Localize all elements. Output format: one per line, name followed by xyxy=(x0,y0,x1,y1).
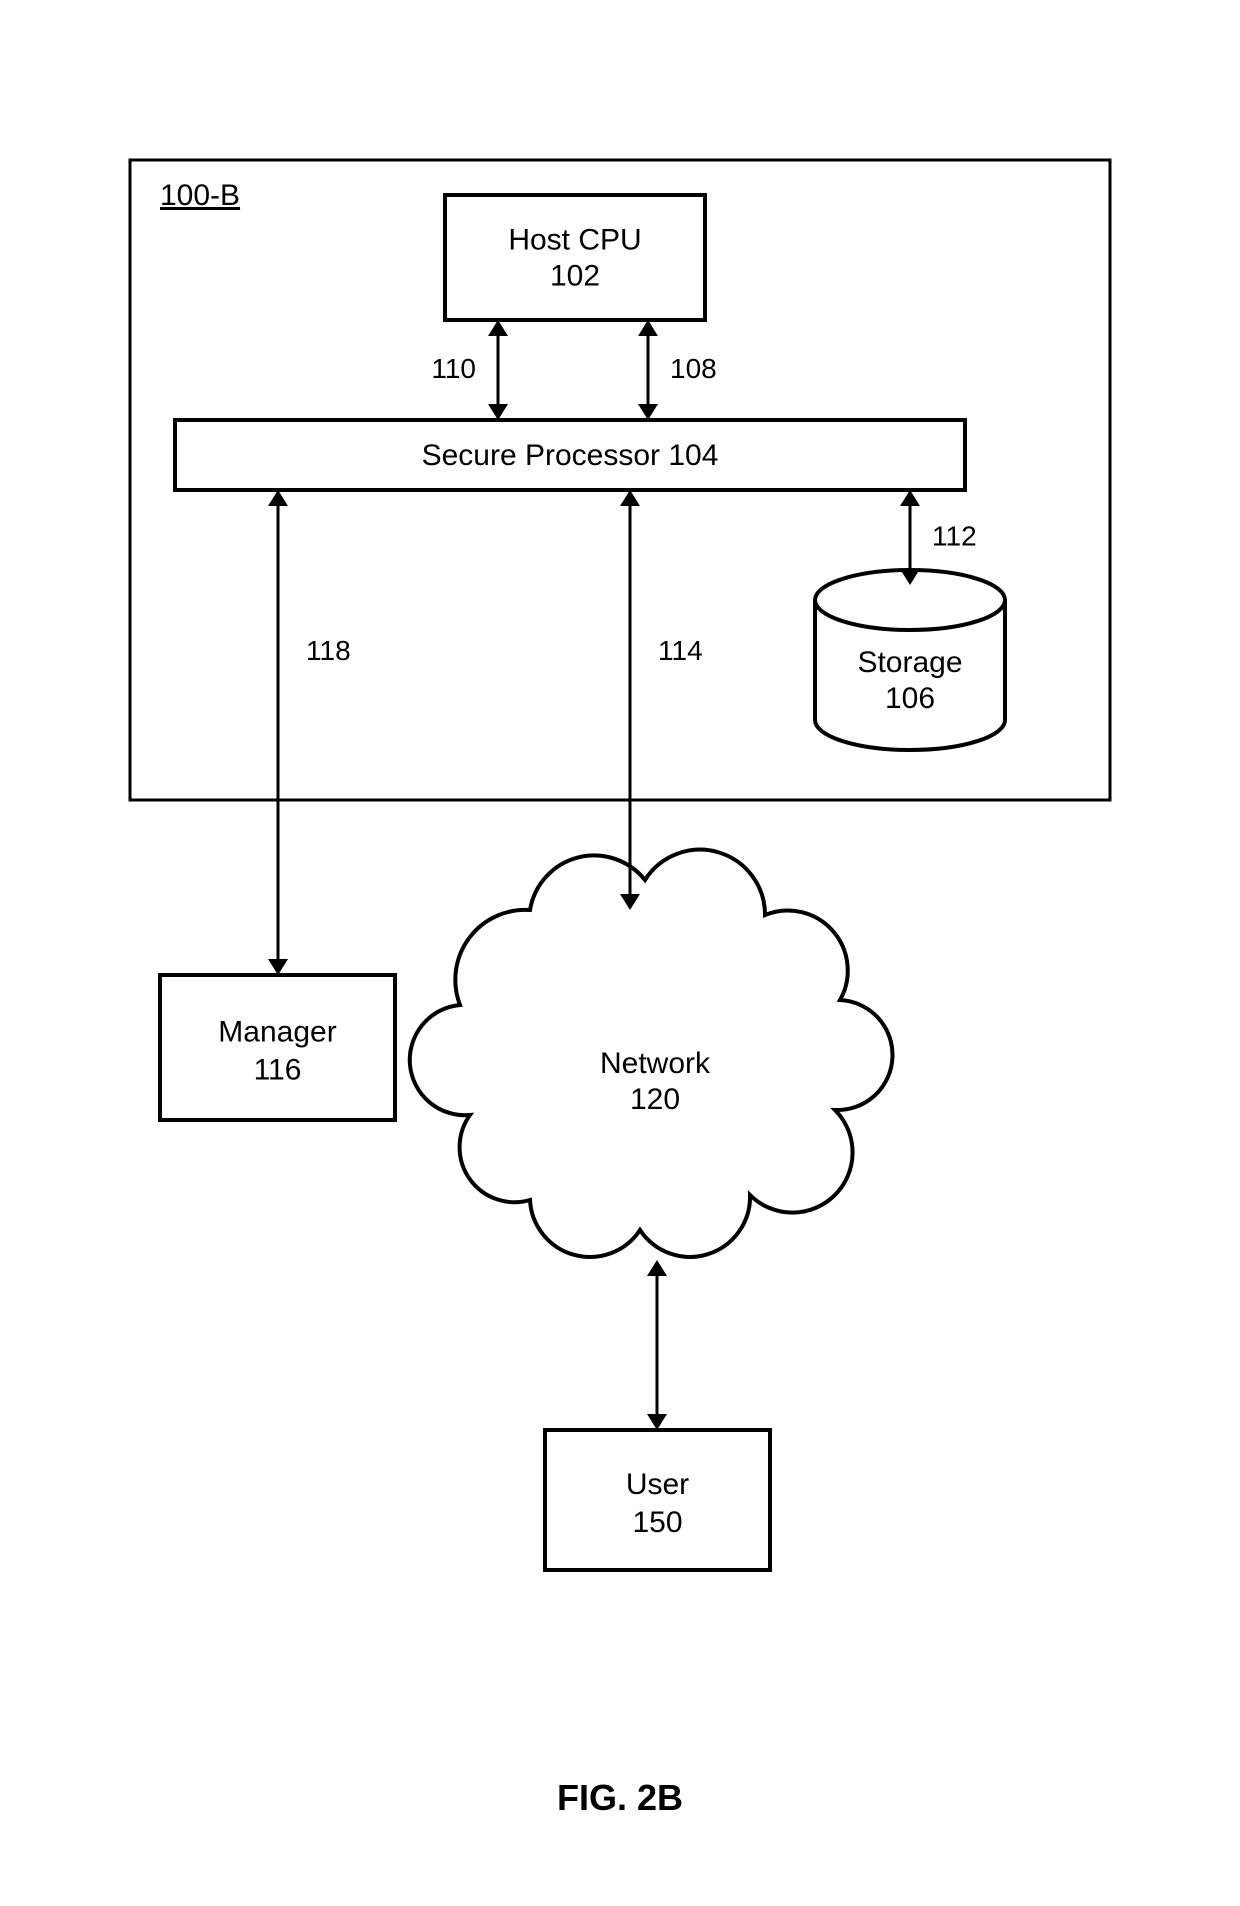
svg-text:Secure Processor 104: Secure Processor 104 xyxy=(422,439,719,472)
svg-text:114: 114 xyxy=(658,635,703,666)
svg-text:118: 118 xyxy=(306,635,351,666)
svg-text:Manager: Manager xyxy=(218,1016,336,1049)
svg-text:150: 150 xyxy=(632,1506,682,1539)
svg-text:Network: Network xyxy=(600,1047,711,1080)
svg-text:Host CPU: Host CPU xyxy=(508,224,641,257)
svg-text:120: 120 xyxy=(630,1083,680,1116)
svg-text:110: 110 xyxy=(431,353,476,384)
svg-text:100-B: 100-B xyxy=(160,179,240,212)
host-cpu-box xyxy=(445,195,705,320)
svg-text:108: 108 xyxy=(670,353,717,384)
svg-text:112: 112 xyxy=(932,521,977,552)
svg-text:102: 102 xyxy=(550,260,600,293)
svg-text:FIG. 2B: FIG. 2B xyxy=(557,1777,683,1818)
svg-text:Storage: Storage xyxy=(857,646,962,679)
svg-text:106: 106 xyxy=(885,682,935,715)
svg-text:116: 116 xyxy=(254,1054,302,1087)
svg-text:User: User xyxy=(626,1468,689,1501)
